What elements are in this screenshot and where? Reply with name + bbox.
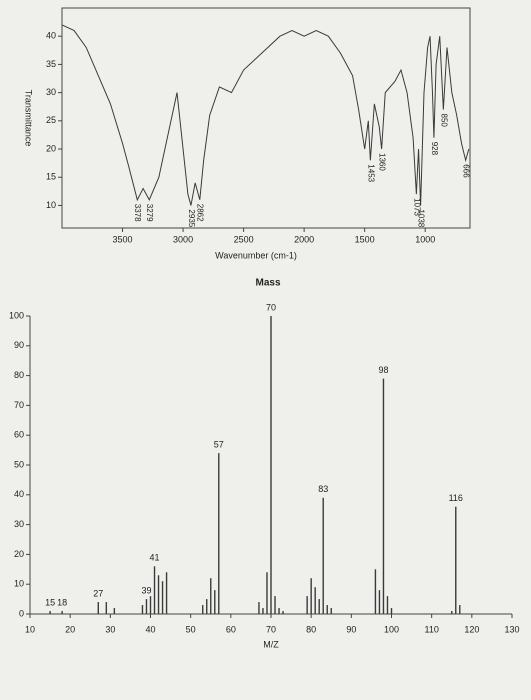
peak-label: 116 [449,493,463,503]
x-tick-label: 3500 [113,234,133,244]
peak-label: 1360 [378,153,387,171]
x-tick-label: 120 [464,624,479,634]
peak-label: 57 [214,439,224,449]
x-tick-label: 80 [306,624,316,634]
y-tick-label: 100 [9,310,24,320]
x-tick-label: 60 [226,624,236,634]
x-tick-label: 1000 [415,234,435,244]
y-tick-label: 35 [46,59,56,69]
y-tick-label: 25 [46,115,56,125]
y-tick-label: 15 [46,172,56,182]
peak-label: 39 [141,585,151,595]
x-tick-label: 90 [346,624,356,634]
y-tick-label: 10 [46,200,56,210]
peak-label: 1073 [412,198,421,216]
y-tick-label: 40 [14,489,24,499]
x-tick-label: 100 [384,624,399,634]
x-axis-label: M/Z [263,639,279,649]
x-tick-label: 70 [266,624,276,634]
spectrum-line [61,24,470,206]
peak-label: 27 [93,588,103,598]
peak-label: 1453 [366,164,375,182]
peak-label: 41 [150,553,160,563]
chart-title: Mass [255,278,280,289]
peak-label: 3378 [133,204,142,222]
y-tick-label: 90 [14,340,24,350]
x-tick-label: 30 [105,624,115,634]
peak-label: 70 [266,302,276,312]
y-tick-label: 50 [14,459,24,469]
peak-label: 15 [45,597,55,607]
y-tick-label: 60 [14,430,24,440]
y-tick-label: 10 [14,579,24,589]
peak-label: 2935 [187,209,196,227]
peak-label: 2862 [196,204,205,222]
x-tick-label: 1500 [355,234,375,244]
x-tick-label: 130 [504,624,519,634]
y-tick-label: 30 [46,87,56,97]
peak-label: 1038 [416,209,425,227]
x-tick-label: 110 [424,624,438,634]
y-axis-label: Transmittance [24,90,34,147]
peak-label: 928 [430,142,439,156]
peak-label: 3279 [145,204,154,222]
y-tick-label: 20 [46,143,56,153]
plot-frame [61,7,471,229]
y-tick-label: 40 [46,31,56,41]
x-axis-label: Wavenumber (cm-1) [215,250,297,260]
x-tick-label: 3000 [173,234,193,244]
peak-label: 83 [318,484,328,494]
x-tick-label: 50 [186,624,196,634]
peak-label: 850 [439,114,448,128]
x-tick-label: 2500 [234,234,254,244]
y-tick-label: 80 [14,370,24,380]
x-tick-label: 10 [25,624,35,634]
x-tick-label: 2000 [294,234,314,244]
y-tick-label: 30 [14,519,24,529]
peak-label: 98 [378,365,388,375]
x-tick-label: 40 [145,624,155,634]
y-tick-label: 0 [19,608,24,618]
x-tick-label: 20 [65,624,75,634]
peak-label: 18 [57,597,67,607]
peak-label: 666 [462,164,471,178]
y-tick-label: 20 [14,549,24,559]
y-tick-label: 70 [14,400,24,410]
